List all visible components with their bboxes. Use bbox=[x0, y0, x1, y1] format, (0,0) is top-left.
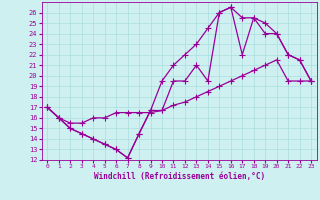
X-axis label: Windchill (Refroidissement éolien,°C): Windchill (Refroidissement éolien,°C) bbox=[94, 172, 265, 181]
